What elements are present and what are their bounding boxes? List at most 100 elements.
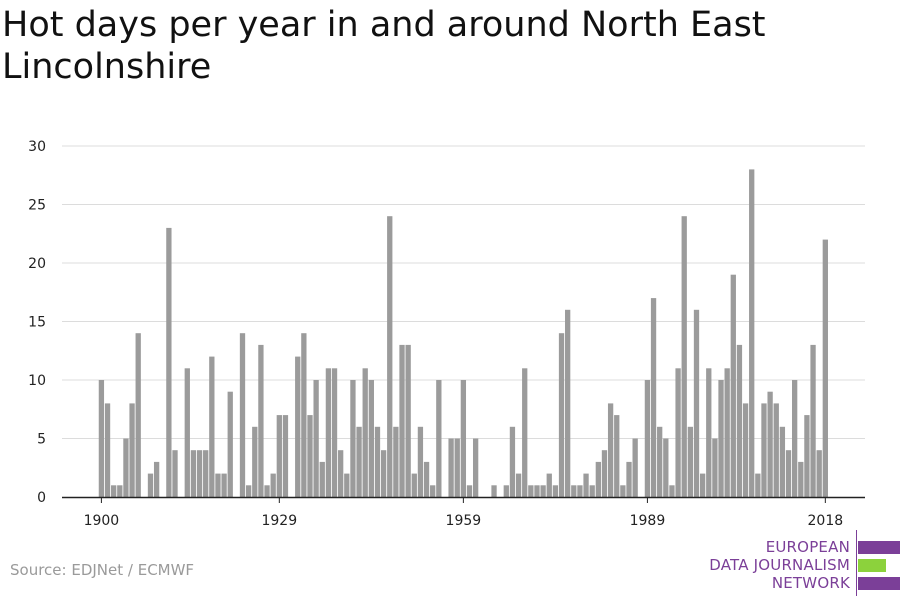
x-tick-label: 2018 bbox=[808, 513, 844, 529]
bar-2008 bbox=[761, 403, 767, 497]
bar-1985 bbox=[620, 485, 626, 497]
bar-1916 bbox=[196, 450, 203, 497]
bar-1998 bbox=[699, 473, 706, 497]
bar-1974 bbox=[552, 485, 559, 497]
bar-2013 bbox=[792, 380, 798, 497]
bar-1944 bbox=[368, 380, 374, 497]
source-note: Source: EDJNet / ECMWF bbox=[10, 561, 195, 579]
bar-1924 bbox=[245, 485, 252, 497]
bar-1945 bbox=[374, 426, 381, 497]
bars bbox=[98, 169, 828, 497]
x-tick-label: 1929 bbox=[261, 513, 297, 529]
bar-2003 bbox=[730, 274, 736, 497]
bar-1928 bbox=[270, 473, 276, 497]
bar-1967 bbox=[509, 426, 516, 497]
bar-1923 bbox=[239, 333, 246, 497]
bar-1946 bbox=[380, 450, 387, 497]
bar-1982 bbox=[601, 450, 608, 497]
edjnet-logo: EUROPEAN DATA JOURNALISM NETWORK bbox=[700, 530, 900, 596]
bar-2007 bbox=[755, 473, 761, 497]
bar-1908 bbox=[147, 473, 154, 497]
y-tick-label: 20 bbox=[28, 256, 46, 272]
x-tick-label: 1900 bbox=[84, 513, 120, 529]
bar-1971 bbox=[534, 485, 540, 497]
bar-1969 bbox=[522, 368, 528, 497]
logo-bar-green bbox=[858, 559, 886, 572]
logo-bar-purple-1 bbox=[858, 541, 900, 554]
bar-1999 bbox=[706, 368, 712, 497]
bar-1911 bbox=[166, 227, 172, 497]
bar-2004 bbox=[736, 344, 743, 497]
bar-1954 bbox=[430, 485, 436, 497]
bar-1972 bbox=[540, 485, 546, 497]
bar-1926 bbox=[258, 344, 264, 497]
bar-1991 bbox=[657, 426, 663, 497]
bar-1997 bbox=[693, 309, 700, 497]
bar-1953 bbox=[423, 461, 430, 497]
bar-1950 bbox=[405, 344, 411, 497]
bar-1992 bbox=[663, 438, 669, 497]
bar-1941 bbox=[350, 380, 356, 497]
bar-1902 bbox=[111, 485, 117, 497]
bar-1900 bbox=[98, 380, 105, 497]
bar-1947 bbox=[387, 216, 393, 497]
bar-1940 bbox=[344, 473, 350, 497]
bar-1942 bbox=[356, 426, 362, 497]
bar-1958 bbox=[454, 438, 460, 497]
bar-1973 bbox=[546, 473, 552, 497]
logo-text-line-2: DATA JOURNALISM bbox=[709, 556, 850, 574]
bar-1977 bbox=[571, 485, 577, 497]
y-tick-label: 0 bbox=[37, 490, 46, 506]
bar-1919 bbox=[215, 473, 221, 497]
bar-1996 bbox=[687, 426, 694, 497]
bar-1905 bbox=[129, 403, 135, 497]
bar-1990 bbox=[650, 298, 657, 497]
bar-2010 bbox=[773, 403, 779, 497]
bar-1989 bbox=[644, 380, 651, 497]
y-tick-label: 10 bbox=[28, 373, 46, 389]
bar-1906 bbox=[135, 333, 141, 497]
bar-1932 bbox=[295, 356, 301, 497]
bar-1993 bbox=[669, 485, 675, 497]
bar-1938 bbox=[331, 368, 338, 497]
chart-title: Hot days per year in and around North Ea… bbox=[2, 5, 766, 87]
bar-1935 bbox=[313, 380, 319, 497]
bar-1936 bbox=[319, 461, 325, 497]
bar-2006 bbox=[749, 169, 755, 497]
bar-2001 bbox=[718, 380, 724, 497]
bar-1903 bbox=[117, 485, 123, 497]
bar-1904 bbox=[123, 438, 129, 497]
bar-2011 bbox=[779, 426, 786, 497]
bar-2015 bbox=[804, 415, 810, 497]
bar-1937 bbox=[325, 368, 332, 497]
x-tick-label: 1989 bbox=[630, 513, 666, 529]
bar-1943 bbox=[362, 368, 368, 497]
y-tick-label: 25 bbox=[28, 198, 46, 214]
logo-text-line-1: EUROPEAN bbox=[765, 538, 850, 556]
bar-1914 bbox=[184, 368, 190, 497]
bar-1966 bbox=[503, 485, 509, 497]
y-axis-ticks: 0 5 10 15 20 25 30 bbox=[28, 139, 46, 506]
bar-1976 bbox=[565, 309, 571, 497]
bar-1948 bbox=[393, 426, 399, 497]
bar-1986 bbox=[626, 461, 632, 497]
bar-1984 bbox=[614, 415, 620, 497]
y-tick-label: 30 bbox=[28, 139, 46, 155]
bar-1968 bbox=[515, 473, 522, 497]
bar-1955 bbox=[436, 380, 442, 497]
bar-2012 bbox=[785, 450, 792, 497]
bar-1970 bbox=[528, 485, 534, 497]
bar-1915 bbox=[190, 450, 197, 497]
bar-2002 bbox=[724, 368, 730, 497]
bar-1939 bbox=[338, 450, 344, 497]
logo-text-line-3: NETWORK bbox=[771, 574, 850, 592]
bar-1933 bbox=[301, 333, 307, 497]
y-tick-label: 15 bbox=[28, 315, 46, 331]
bar-1920 bbox=[221, 473, 227, 497]
bar-1929 bbox=[276, 415, 282, 497]
bar-1959 bbox=[460, 380, 467, 497]
bar-1978 bbox=[577, 485, 583, 497]
bar-1975 bbox=[558, 333, 565, 497]
bar-1983 bbox=[607, 403, 614, 497]
